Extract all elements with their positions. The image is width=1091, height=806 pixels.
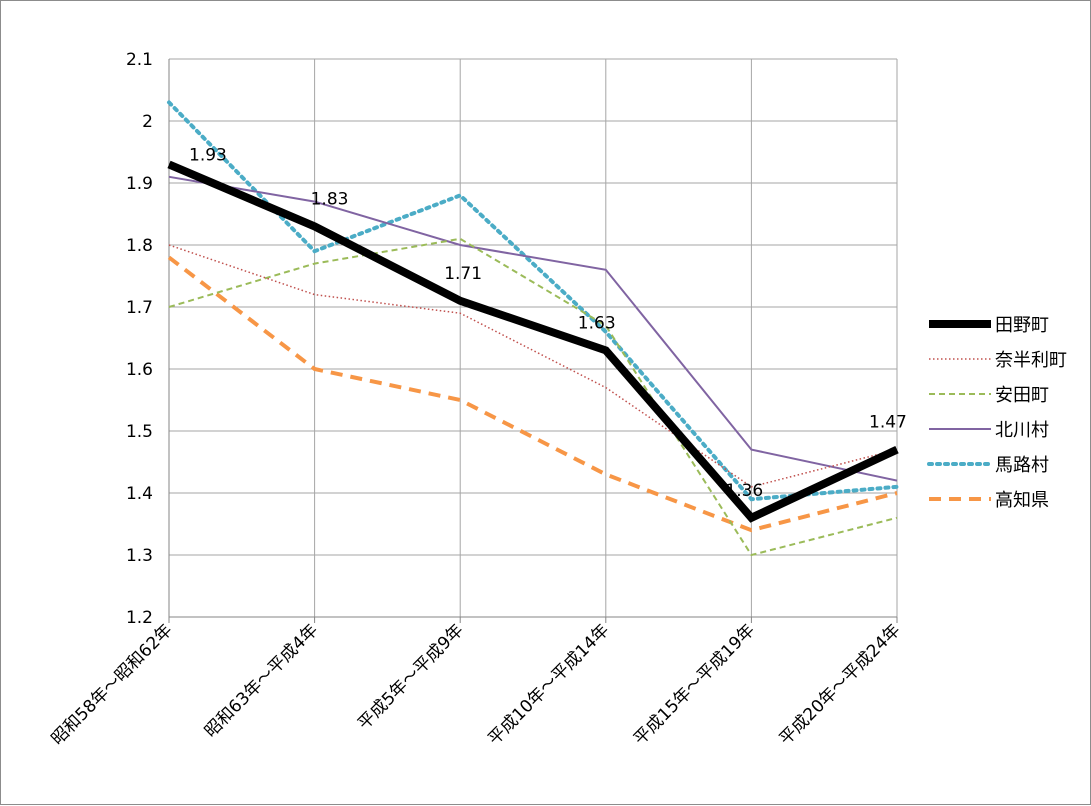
data-label: 1.83: [311, 189, 349, 209]
series-line-4: [169, 102, 897, 499]
legend-label: 馬路村: [995, 455, 1049, 476]
series-lines: [169, 102, 897, 555]
y-tick-label: 1.6: [126, 360, 153, 380]
x-tick-label: 昭和58年～昭和62年: [48, 620, 177, 749]
series-line-0: [169, 164, 897, 517]
series-line-5: [169, 257, 897, 530]
y-tick-label: 1.2: [126, 608, 153, 628]
data-label: 1.93: [189, 145, 227, 165]
x-tick-label: 昭和63年～平成4年: [201, 620, 322, 741]
x-tick-label: 平成15年～平成19年: [630, 620, 759, 749]
data-label: 1.36: [725, 481, 763, 501]
y-tick-labels: 1.2 1.3 1.4 1.5 1.6 1.7 1.8 1.9 2 2.1: [126, 50, 153, 628]
y-tick-label: 1.7: [126, 298, 153, 318]
y-tick-label: 1.9: [126, 174, 153, 194]
legend-label: 北川村: [995, 420, 1049, 441]
legend-label: 奈半利町: [995, 350, 1067, 371]
x-tick-label: 平成20年～平成24年: [776, 620, 905, 749]
x-tick-labels: 昭和58年～昭和62年昭和63年～平成4年平成5年～平成9年平成10年～平成14…: [48, 620, 905, 749]
y-tick-label: 1.5: [126, 422, 153, 442]
data-label: 1.47: [869, 413, 907, 433]
data-label: 1.63: [578, 313, 616, 333]
gridlines: [169, 59, 897, 617]
x-tick-label: 平成10年～平成14年: [484, 620, 613, 749]
y-tick-label: 1.3: [126, 546, 153, 566]
series-line-2: [169, 239, 897, 555]
x-tick-label: 平成5年～平成9年: [354, 620, 468, 734]
data-label: 1.71: [444, 264, 482, 284]
axes: [169, 59, 897, 623]
legend-label: 高知県: [995, 490, 1049, 511]
y-tick-label: 2: [142, 112, 153, 132]
y-tick-label: 1.8: [126, 236, 153, 256]
y-tick-label: 2.1: [126, 50, 153, 70]
legend-label: 安田町: [995, 385, 1049, 406]
legend-label: 田野町: [995, 315, 1049, 336]
y-tick-label: 1.4: [126, 484, 153, 504]
